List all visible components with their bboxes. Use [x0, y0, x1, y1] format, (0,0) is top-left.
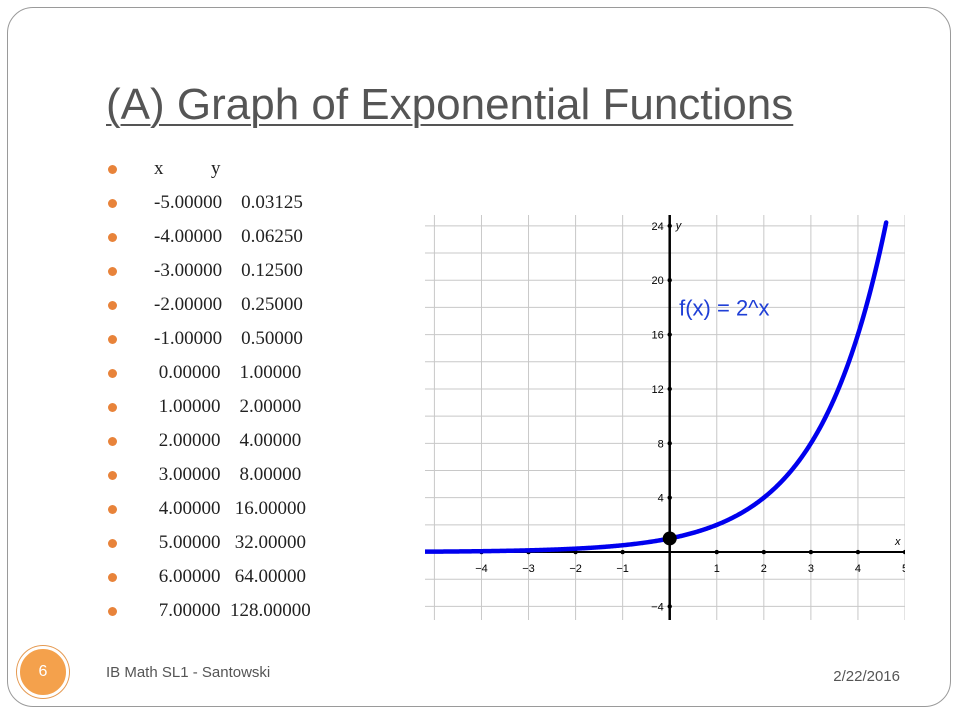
- y-tick-mark: [667, 223, 672, 229]
- y-tick-mark: [667, 332, 672, 337]
- y-tick-label: 12: [651, 384, 663, 396]
- slide-title: (A) Graph of Exponential Functions: [106, 80, 794, 129]
- y-tick-label: 24: [651, 221, 663, 233]
- slide-number-badge: 6: [17, 646, 69, 698]
- y-tick-mark: [667, 441, 672, 446]
- table-row: -5.00000 0.03125: [104, 186, 311, 220]
- table-row: -1.00000 0.50000: [104, 322, 311, 356]
- y-axis-label: y: [675, 220, 683, 232]
- y-tick-label: 20: [651, 275, 663, 287]
- x-axis-label: x: [894, 536, 901, 548]
- table-row: -4.00000 0.06250: [104, 220, 311, 254]
- table-row: 7.00000 128.00000: [104, 594, 311, 628]
- y-tick-mark: [667, 386, 672, 392]
- x-tick-label: 4: [855, 563, 861, 575]
- table-row: -2.00000 0.25000: [104, 288, 311, 322]
- x-tick-label: 2: [761, 563, 767, 575]
- x-tick-label: −2: [569, 563, 582, 575]
- series-line: [425, 220, 889, 554]
- y-tick-label: 8: [658, 438, 664, 450]
- x-tick-mark: [714, 549, 719, 555]
- x-tick-label: −3: [522, 563, 535, 575]
- y-tick-mark: [667, 278, 672, 283]
- x-tick-mark: [902, 549, 905, 555]
- footer-course: IB Math SL1 - Santowski: [106, 664, 271, 681]
- y-tick-mark: [667, 604, 672, 609]
- x-tick-mark: [761, 549, 767, 555]
- y-tick-label: 4: [658, 493, 664, 505]
- table-header: x y: [104, 152, 311, 186]
- x-tick-label: −4: [475, 563, 488, 575]
- table-row: 6.00000 64.00000: [104, 560, 311, 594]
- table-row: 4.00000 16.00000: [104, 492, 311, 526]
- x-tick-label: 5: [902, 563, 905, 575]
- footer-date: 2/22/2016: [833, 668, 900, 685]
- x-tick-label: 3: [808, 563, 814, 575]
- table-row: 5.00000 32.00000: [104, 526, 311, 560]
- slide-number: 6: [38, 663, 48, 680]
- highlight-point: [662, 531, 677, 546]
- slide-frame: [7, 7, 951, 707]
- y-tick-label: 16: [651, 330, 663, 342]
- x-tick-label: 1: [714, 563, 720, 575]
- table-row: 2.00000 4.00000: [104, 424, 311, 458]
- y-tick-mark: [667, 495, 672, 500]
- function-annotation: f(x) = 2^x: [679, 296, 769, 321]
- data-table-list: x y -5.00000 0.03125 -4.00000 0.06250 -3…: [104, 152, 311, 628]
- y-tick-label: −4: [651, 601, 664, 613]
- table-row: 0.00000 1.00000: [104, 356, 311, 390]
- x-tick-mark: [808, 549, 814, 555]
- x-tick-mark: [855, 549, 861, 555]
- table-row: 3.00000 8.00000: [104, 458, 311, 492]
- table-row: 1.00000 2.00000: [104, 390, 311, 424]
- table-row: -3.00000 0.12500: [104, 254, 311, 288]
- x-tick-label: −1: [616, 563, 629, 575]
- x-tick-mark: [620, 549, 625, 555]
